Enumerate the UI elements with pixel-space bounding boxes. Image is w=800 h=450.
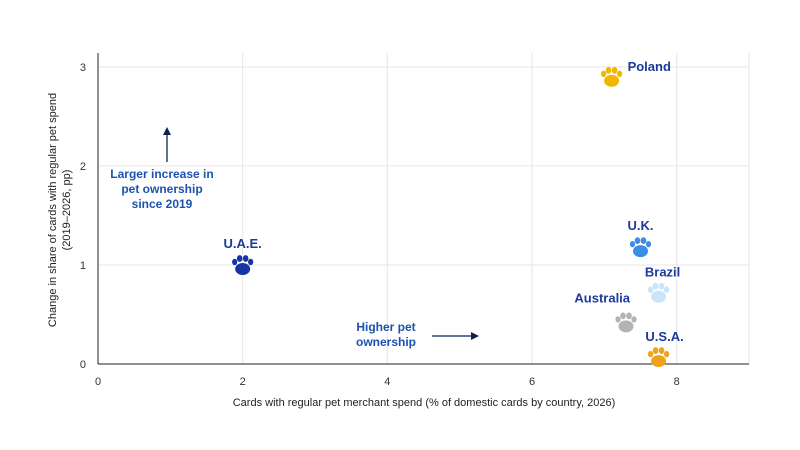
x-tick-label: 2 xyxy=(240,376,246,388)
y-tick-label: 3 xyxy=(80,62,86,74)
annotation-higher-ownership: Higher pet ownership xyxy=(356,320,479,349)
annotation-line: Higher pet xyxy=(356,320,415,334)
annotation-line: ownership xyxy=(356,335,416,349)
annotation-line: pet ownership xyxy=(121,182,202,196)
point-label: U.A.E. xyxy=(224,236,262,251)
y-axis-title-line-1: Change in share of cards with regular pe… xyxy=(47,93,59,327)
annotation-larger-increase: Larger increase in pet ownership since 2… xyxy=(110,127,214,211)
arrow-right-head-icon xyxy=(471,332,479,340)
paw-icon xyxy=(600,66,623,87)
point-label: U.S.A. xyxy=(645,329,683,344)
x-axis-title: Cards with regular pet merchant spend (%… xyxy=(233,397,616,409)
axes xyxy=(97,53,749,365)
point-label: Brazil xyxy=(645,265,680,280)
paw-icon xyxy=(647,347,670,368)
x-tick-label: 6 xyxy=(529,376,535,388)
paw-icon xyxy=(615,312,637,333)
grid-lines xyxy=(98,53,750,364)
paw-icon xyxy=(647,282,670,303)
point-label: Australia xyxy=(574,290,630,305)
point-label: U.K. xyxy=(628,218,654,233)
data-points: Poland U.A.E. U.K. Brazil Australia U.S.A. xyxy=(224,59,684,368)
x-tick-label: 8 xyxy=(674,376,680,388)
y-tick-label: 0 xyxy=(80,359,86,371)
y-axis-title-line-2: (2019–2026, pp) xyxy=(61,170,73,251)
annotation-line: since 2019 xyxy=(132,197,193,211)
arrow-up-head-icon xyxy=(163,127,171,135)
y-tick-label: 2 xyxy=(80,161,86,173)
paw-icon xyxy=(629,237,652,258)
y-tick-label: 1 xyxy=(80,260,86,272)
annotation-line: Larger increase in xyxy=(110,167,213,181)
x-tick-label: 4 xyxy=(384,376,390,388)
x-tick-label: 0 xyxy=(95,376,101,388)
paw-icon xyxy=(232,255,254,275)
tick-labels: 0 2 4 6 8 0 1 2 3 xyxy=(80,62,680,388)
point-label: Poland xyxy=(628,59,671,74)
